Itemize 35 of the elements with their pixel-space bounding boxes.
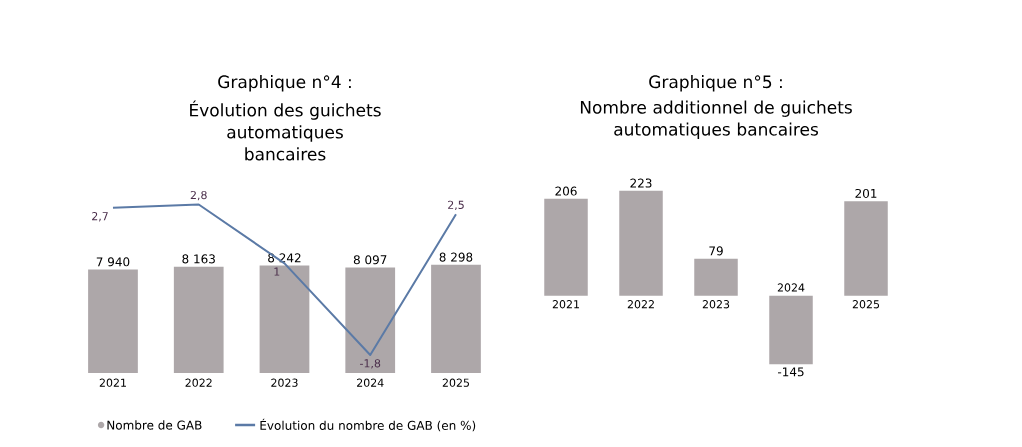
- chart-subtitle: Nombre additionnel de guichets automatiques bancaires: [580, 100, 852, 139]
- data-label: 7 940: [96, 257, 130, 267]
- chart-subtitle: Évolution des guichets automatiques bancaires: [190, 100, 381, 161]
- data-label: 2,8: [190, 190, 207, 201]
- data-label: 79: [709, 246, 723, 256]
- data-label: 2,7: [92, 211, 108, 222]
- data-label: 8 163: [182, 254, 215, 264]
- bar: [544, 198, 588, 296]
- bar: [619, 190, 663, 296]
- x-tick-label: 2023: [702, 300, 730, 309]
- legend-label: Évolution du nombre de GAB (en %): [260, 418, 476, 432]
- data-label: 1: [274, 267, 280, 276]
- x-tick-label: 2025: [852, 300, 880, 309]
- data-label: 2,5: [448, 200, 464, 211]
- data-label: -1,8: [360, 359, 381, 369]
- bar: [844, 201, 888, 296]
- x-tick-label: 2024: [357, 378, 384, 387]
- data-label: 8 298: [439, 252, 473, 262]
- data-label: 8 097: [353, 255, 387, 265]
- bar: [769, 295, 813, 365]
- legend-label: Nombre de GAB: [107, 420, 202, 430]
- data-label: 206: [555, 186, 577, 196]
- bar: [694, 258, 738, 296]
- x-tick-label: 2022: [627, 300, 654, 309]
- x-tick-label: 2021: [552, 300, 579, 309]
- x-tick-label: 2025: [442, 378, 470, 387]
- x-tick-label: 2022: [185, 378, 212, 387]
- data-label: -145: [777, 367, 804, 377]
- data-label: 223: [630, 178, 652, 188]
- chart-title: Graphique n°5 :: [649, 75, 782, 92]
- x-tick-label: 2023: [271, 378, 298, 387]
- data-label: 201: [855, 188, 877, 198]
- chart-title: Graphique n°4 :: [218, 75, 351, 92]
- x-tick-label: 2021: [99, 378, 126, 387]
- x-tick-label: 2024: [777, 283, 805, 292]
